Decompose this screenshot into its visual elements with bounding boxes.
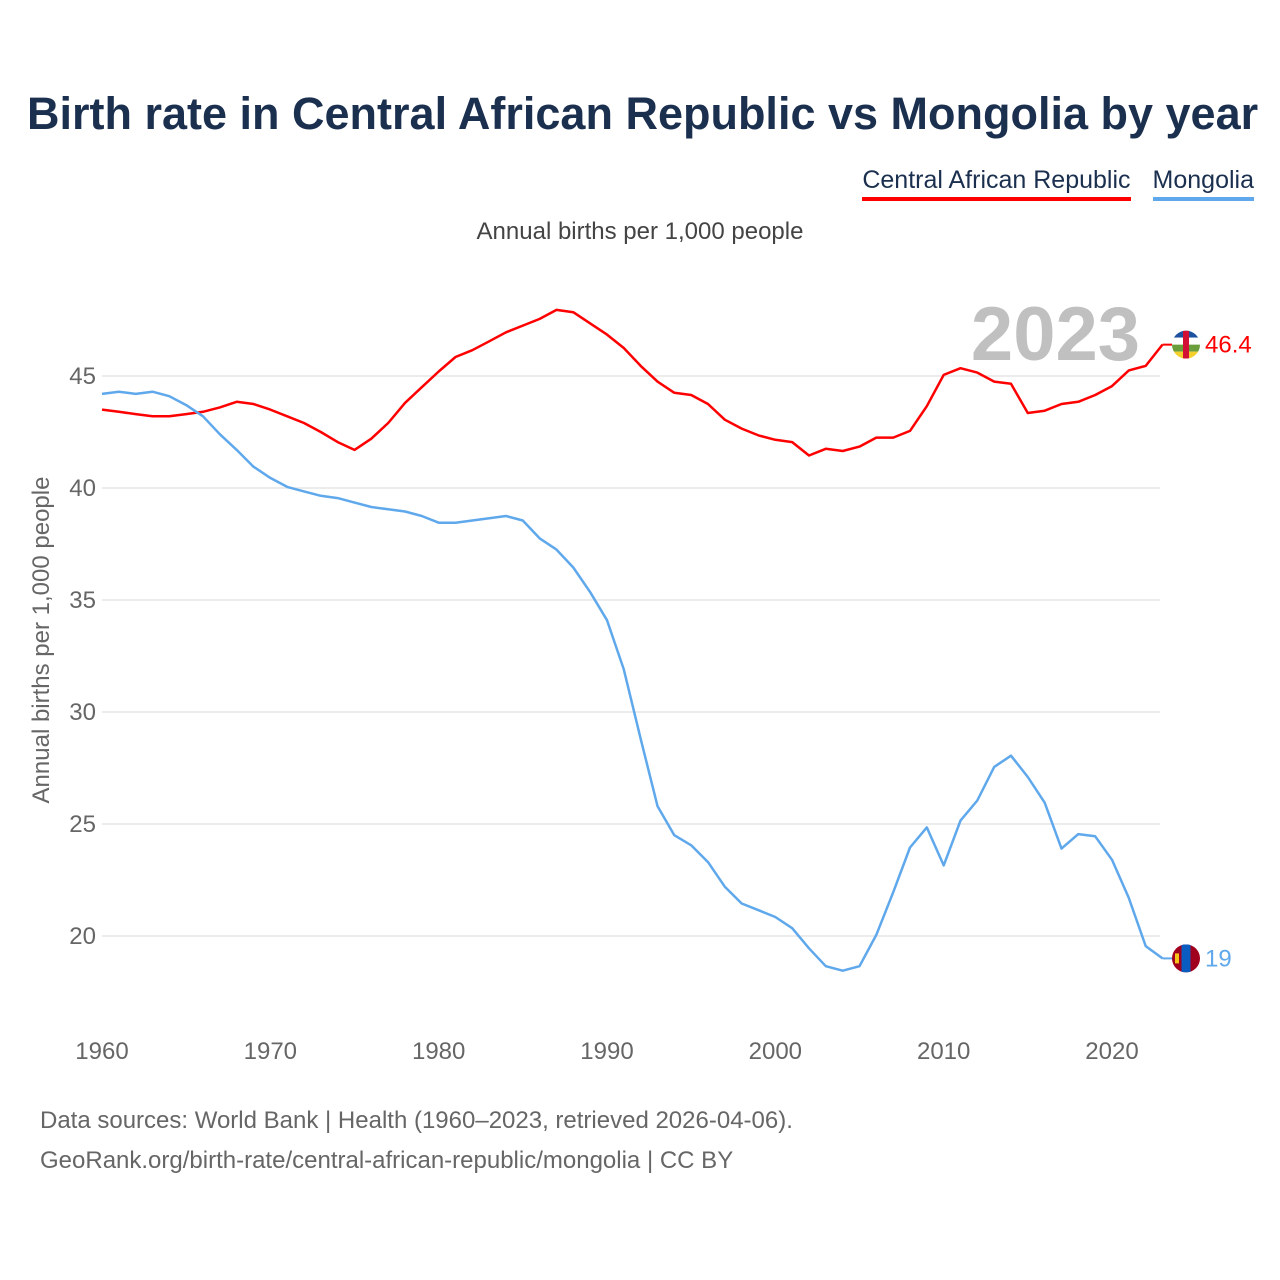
car-flag-icon	[1172, 330, 1200, 359]
chart-title: Birth rate in Central African Republic v…	[27, 88, 1259, 139]
x-tick-label: 1990	[580, 1038, 633, 1065]
x-tick-label: 2020	[1085, 1038, 1138, 1065]
legend-item-car[interactable]: Central African Republic	[862, 166, 1131, 201]
y-tick-label: 45	[69, 363, 96, 390]
series-line-car[interactable]	[101, 308, 1164, 457]
end-value-label: 19	[1205, 945, 1232, 972]
y-tick-label: 40	[69, 475, 96, 502]
x-tick-label: 1980	[412, 1038, 465, 1065]
y-tick-label: 25	[69, 811, 96, 838]
legend-item-mongolia[interactable]: Mongolia	[1152, 166, 1254, 201]
year-label: 2023	[971, 292, 1140, 377]
x-tick-label: 2010	[917, 1038, 970, 1065]
chart-subtitle: Annual births per 1,000 people	[476, 218, 804, 245]
source-url[interactable]: GeoRank.org/birth-rate/central-african-r…	[40, 1147, 734, 1174]
end-value-label: 46.4	[1205, 332, 1252, 359]
x-tick-label: 2000	[749, 1038, 802, 1065]
x-tick-label: 1970	[244, 1038, 297, 1065]
series-line-mongolia[interactable]	[101, 390, 1164, 972]
mongolia-flag-icon	[1172, 944, 1200, 973]
y-tick-label: 30	[69, 699, 96, 726]
source-line: Data sources: World Bank | Health (1960–…	[40, 1107, 793, 1134]
legend: Central African Republic Mongolia	[862, 166, 1254, 201]
x-tick-label: 1960	[75, 1038, 128, 1065]
y-tick-label: 35	[69, 587, 96, 614]
y-tick-label: 20	[69, 923, 96, 950]
